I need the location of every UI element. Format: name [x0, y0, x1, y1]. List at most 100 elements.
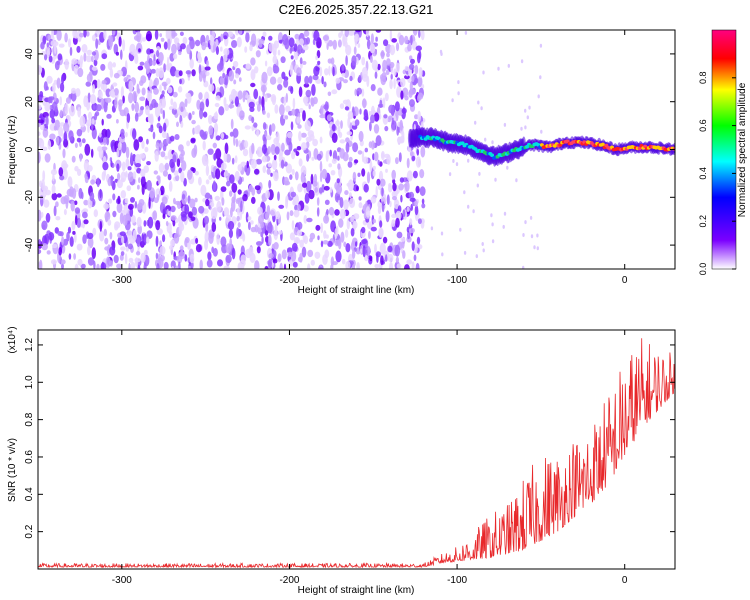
- noise-speckle: [172, 101, 177, 110]
- noise-speckle: [200, 184, 207, 197]
- noise-speckle: [336, 178, 340, 184]
- noise-speckle: [38, 239, 41, 245]
- noise-speckle: [375, 135, 382, 147]
- colorbar-gradient: [712, 30, 736, 269]
- noise-speckle: [47, 139, 52, 150]
- noise-speckle: [248, 221, 251, 231]
- noise-speckle: [191, 69, 196, 77]
- noise-speckle: [272, 250, 277, 258]
- noise-speckle: [319, 66, 323, 77]
- noise-speckle: [134, 163, 142, 168]
- noise-speckle: [346, 131, 353, 136]
- noise-speckle: [262, 122, 267, 130]
- noise-speckle: [314, 251, 321, 259]
- noise-speckle: [181, 193, 186, 200]
- noise-speckle: [73, 232, 77, 243]
- noise-speckle: [190, 216, 196, 222]
- noise-speckle: [44, 53, 48, 61]
- snr-frame: [37, 329, 676, 570]
- noise-speckle: [146, 30, 152, 42]
- noise-speckle: [285, 92, 288, 103]
- noise-speckle: [63, 122, 70, 133]
- noise-speckle: [231, 94, 235, 100]
- noise-speckle: [90, 148, 94, 158]
- noise-speckle: [74, 263, 79, 269]
- noise-speckle: [76, 243, 83, 251]
- noise-speckle: [185, 112, 189, 117]
- noise-speckle: [256, 148, 261, 156]
- x-tick-label: -300: [112, 575, 132, 586]
- noise-speckle: [109, 68, 114, 78]
- noise-speckle: [239, 259, 246, 267]
- noise-speckle: [112, 193, 116, 201]
- noise-speckle: [124, 253, 128, 265]
- noise-speckle: [136, 167, 142, 174]
- noise-speckle: [414, 64, 419, 75]
- noise-speckle: [383, 39, 389, 47]
- noise-speckle: [297, 183, 303, 193]
- noise-speckle: [270, 143, 276, 156]
- noise-speckle: [158, 102, 162, 108]
- noise-speckle: [310, 97, 315, 107]
- noise-speckle: [167, 173, 172, 181]
- noise-speckle: [321, 168, 328, 180]
- noise-speckle: [185, 70, 192, 75]
- noise-speckle: [409, 63, 415, 70]
- noise-speckle: [330, 256, 335, 267]
- noise-speckle: [122, 39, 126, 52]
- noise-speckle: [408, 227, 415, 234]
- noise-speckle: [159, 142, 164, 149]
- noise-speckle: [137, 265, 141, 269]
- faint-speckle: [502, 224, 505, 229]
- noise-speckle: [50, 169, 58, 176]
- noise-speckle: [146, 180, 152, 191]
- noise-speckle: [416, 236, 421, 245]
- faint-speckle: [524, 108, 527, 113]
- noise-speckle: [137, 65, 144, 71]
- noise-speckle: [198, 92, 203, 100]
- noise-speckle: [337, 163, 341, 170]
- noise-speckle: [162, 234, 166, 243]
- noise-speckle: [274, 104, 279, 114]
- y-tick-label: 0.8: [24, 412, 35, 426]
- noise-speckle: [206, 59, 209, 67]
- faint-speckle: [480, 106, 483, 111]
- noise-speckle: [163, 261, 169, 269]
- noise-speckle: [371, 105, 375, 116]
- noise-speckle: [355, 30, 362, 33]
- noise-speckle: [273, 229, 278, 241]
- noise-speckle: [173, 170, 179, 177]
- noise-speckle: [326, 209, 329, 216]
- noise-speckle: [267, 146, 272, 155]
- noise-speckle: [232, 128, 239, 138]
- noise-speckle: [271, 123, 276, 132]
- noise-speckle: [77, 168, 82, 176]
- noise-speckle: [133, 139, 140, 151]
- noise-speckle: [257, 103, 261, 112]
- noise-speckle: [83, 95, 89, 108]
- noise-speckle: [91, 66, 98, 71]
- noise-speckle: [113, 88, 119, 96]
- noise-speckle: [229, 131, 234, 137]
- noise-speckle: [63, 131, 68, 143]
- noise-speckle: [379, 99, 383, 109]
- noise-speckle: [105, 256, 111, 269]
- noise-speckle: [258, 214, 264, 225]
- noise-speckle: [335, 250, 342, 263]
- noise-speckle: [344, 30, 349, 38]
- faint-speckle: [463, 190, 466, 195]
- noise-speckle: [48, 96, 55, 101]
- noise-speckle: [406, 157, 410, 169]
- noise-speckle: [354, 33, 359, 39]
- noise-speckle: [305, 136, 312, 143]
- noise-speckle: [58, 167, 64, 177]
- colorbar-tick-label: 0.6: [698, 119, 708, 132]
- noise-speckle: [216, 233, 220, 245]
- faint-speckle: [481, 242, 484, 246]
- faint-speckle: [476, 183, 479, 188]
- noise-speckle: [159, 84, 162, 92]
- noise-speckle: [316, 197, 320, 206]
- noise-speckle: [307, 130, 314, 138]
- noise-speckle: [358, 202, 363, 209]
- noise-speckle: [198, 72, 203, 82]
